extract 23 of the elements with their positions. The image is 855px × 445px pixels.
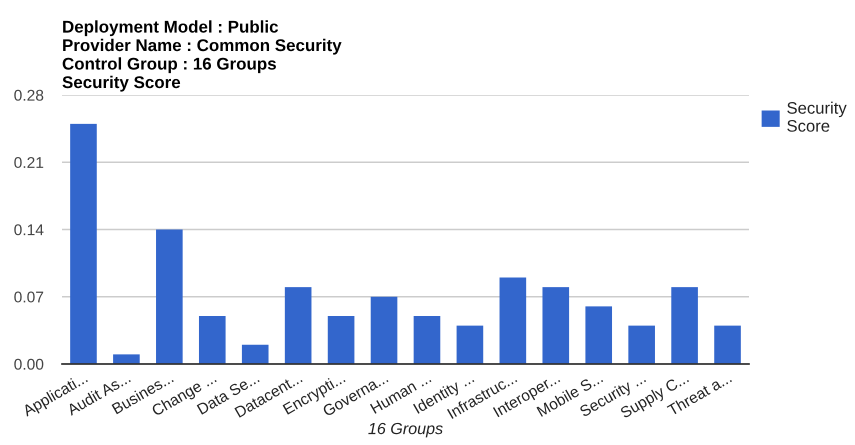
bar [156,230,183,364]
bar [242,344,269,364]
y-tick-label: 0.28 [14,90,44,101]
bar [456,326,484,364]
bar [628,326,655,364]
bar [414,316,440,364]
bar [198,316,226,364]
bar [500,278,526,364]
y-tick-label: 0.14 [14,224,44,236]
bar [370,296,398,364]
bar [585,306,612,364]
bar [542,287,570,364]
legend-label: Security Score [787,102,847,132]
bar [671,287,698,364]
x-axis-title: 16 Groups [368,422,443,438]
bar [284,287,312,364]
y-tick-label: 0.00 [14,358,44,370]
bar [714,326,741,364]
bar [70,124,97,364]
chart-title: Deployment Model : Public Provider Name : Common Security Control Group : 16 Groups Security Score [62,20,342,92]
y-tick-label: 0.07 [14,292,44,303]
bar [328,316,354,364]
y-tick-label: 0.21 [14,157,44,168]
